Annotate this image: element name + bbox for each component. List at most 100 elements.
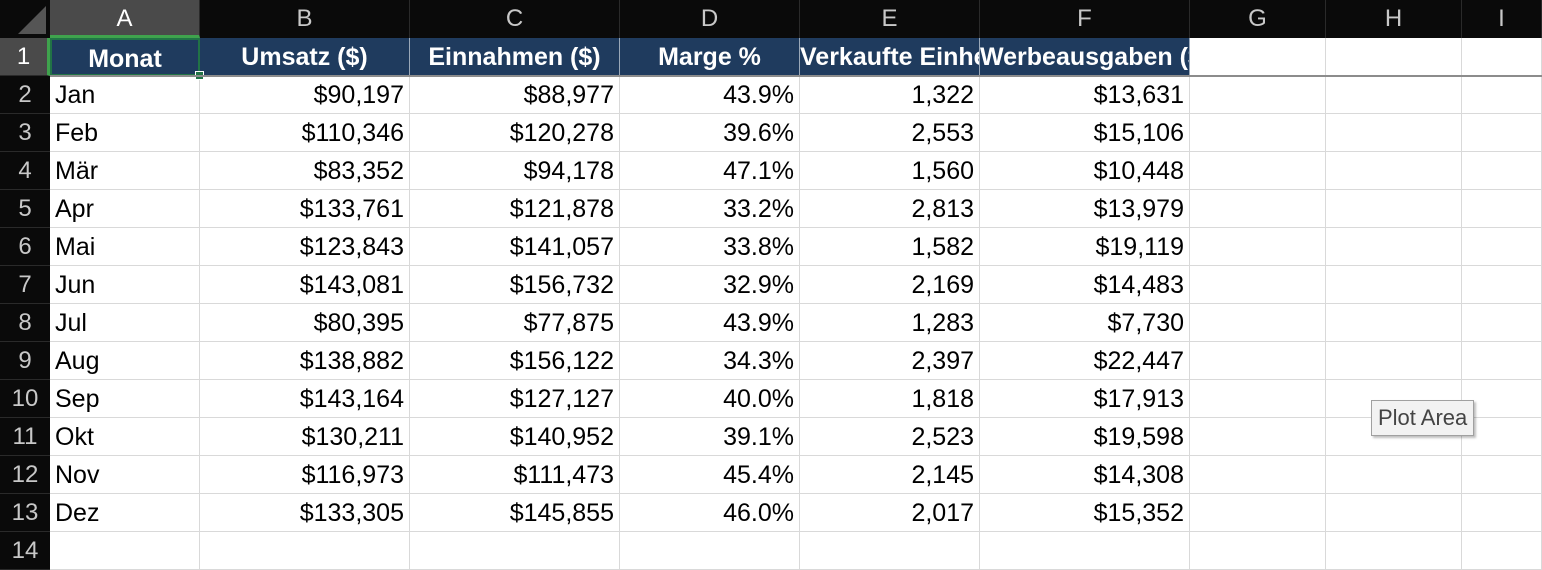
cell-e2[interactable]: 1,322 bbox=[800, 76, 980, 114]
empty-cell[interactable] bbox=[800, 532, 980, 570]
empty-cell[interactable] bbox=[1462, 152, 1542, 190]
cell-f7[interactable]: $14,483 bbox=[980, 266, 1190, 304]
cell-d2[interactable]: 43.9% bbox=[620, 76, 800, 114]
empty-cell[interactable] bbox=[1190, 532, 1326, 570]
row-header-6[interactable]: 6 bbox=[0, 228, 50, 266]
cell-f3[interactable]: $15,106 bbox=[980, 114, 1190, 152]
cell-e6[interactable]: 1,582 bbox=[800, 228, 980, 266]
empty-cell[interactable] bbox=[1462, 76, 1542, 114]
row-header-11[interactable]: 11 bbox=[0, 418, 50, 456]
empty-cell[interactable] bbox=[1462, 266, 1542, 304]
cell-c5[interactable]: $121,878 bbox=[410, 190, 620, 228]
empty-cell[interactable] bbox=[1326, 266, 1462, 304]
cell-e7[interactable]: 2,169 bbox=[800, 266, 980, 304]
empty-cell[interactable] bbox=[1326, 494, 1462, 532]
empty-cell[interactable] bbox=[1326, 418, 1462, 456]
cell-c6[interactable]: $141,057 bbox=[410, 228, 620, 266]
cell-f10[interactable]: $17,913 bbox=[980, 380, 1190, 418]
cell-a7[interactable]: Jun bbox=[50, 266, 200, 304]
cell-e5[interactable]: 2,813 bbox=[800, 190, 980, 228]
cell-b8[interactable]: $80,395 bbox=[200, 304, 410, 342]
cell-f4[interactable]: $10,448 bbox=[980, 152, 1190, 190]
empty-cell[interactable] bbox=[1190, 494, 1326, 532]
cell-d7[interactable]: 32.9% bbox=[620, 266, 800, 304]
cell-b11[interactable]: $130,211 bbox=[200, 418, 410, 456]
cell-b5[interactable]: $133,761 bbox=[200, 190, 410, 228]
header-cell-c[interactable]: Einnahmen ($) bbox=[410, 38, 620, 76]
empty-cell[interactable] bbox=[1462, 456, 1542, 494]
row-header-13[interactable]: 13 bbox=[0, 494, 50, 532]
empty-cell[interactable] bbox=[1190, 38, 1326, 76]
empty-cell[interactable] bbox=[1190, 418, 1326, 456]
empty-cell[interactable] bbox=[620, 532, 800, 570]
cell-a8[interactable]: Jul bbox=[50, 304, 200, 342]
cell-a3[interactable]: Feb bbox=[50, 114, 200, 152]
column-header-c[interactable]: C bbox=[410, 0, 620, 38]
empty-cell[interactable] bbox=[1190, 304, 1326, 342]
empty-cell[interactable] bbox=[1190, 76, 1326, 114]
cell-b2[interactable]: $90,197 bbox=[200, 76, 410, 114]
cell-e8[interactable]: 1,283 bbox=[800, 304, 980, 342]
empty-cell[interactable] bbox=[50, 532, 200, 570]
cell-d4[interactable]: 47.1% bbox=[620, 152, 800, 190]
header-cell-b[interactable]: Umsatz ($) bbox=[200, 38, 410, 76]
cell-c2[interactable]: $88,977 bbox=[410, 76, 620, 114]
cell-d3[interactable]: 39.6% bbox=[620, 114, 800, 152]
cell-f8[interactable]: $7,730 bbox=[980, 304, 1190, 342]
column-header-b[interactable]: B bbox=[200, 0, 410, 38]
empty-cell[interactable] bbox=[1190, 342, 1326, 380]
empty-cell[interactable] bbox=[1190, 266, 1326, 304]
cell-c10[interactable]: $127,127 bbox=[410, 380, 620, 418]
row-header-9[interactable]: 9 bbox=[0, 342, 50, 380]
cell-a5[interactable]: Apr bbox=[50, 190, 200, 228]
row-header-8[interactable]: 8 bbox=[0, 304, 50, 342]
cell-a11[interactable]: Okt bbox=[50, 418, 200, 456]
empty-cell[interactable] bbox=[1326, 114, 1462, 152]
cell-b7[interactable]: $143,081 bbox=[200, 266, 410, 304]
empty-cell[interactable] bbox=[1190, 456, 1326, 494]
cell-e12[interactable]: 2,145 bbox=[800, 456, 980, 494]
cell-c13[interactable]: $145,855 bbox=[410, 494, 620, 532]
empty-cell[interactable] bbox=[1326, 152, 1462, 190]
cell-a4[interactable]: Mär bbox=[50, 152, 200, 190]
empty-cell[interactable] bbox=[200, 532, 410, 570]
empty-cell[interactable] bbox=[1190, 380, 1326, 418]
row-header-1[interactable]: 1 bbox=[0, 38, 50, 76]
cell-b3[interactable]: $110,346 bbox=[200, 114, 410, 152]
row-header-10[interactable]: 10 bbox=[0, 380, 50, 418]
empty-cell[interactable] bbox=[1462, 114, 1542, 152]
empty-cell[interactable] bbox=[1462, 190, 1542, 228]
empty-cell[interactable] bbox=[980, 532, 1190, 570]
column-header-f[interactable]: F bbox=[980, 0, 1190, 38]
header-cell-f[interactable]: Werbeausgaben ($) bbox=[980, 38, 1190, 76]
cell-f2[interactable]: $13,631 bbox=[980, 76, 1190, 114]
row-header-7[interactable]: 7 bbox=[0, 266, 50, 304]
cell-a6[interactable]: Mai bbox=[50, 228, 200, 266]
empty-cell[interactable] bbox=[1190, 190, 1326, 228]
empty-cell[interactable] bbox=[1326, 190, 1462, 228]
empty-cell[interactable] bbox=[1462, 304, 1542, 342]
cell-a2[interactable]: Jan bbox=[50, 76, 200, 114]
empty-cell[interactable] bbox=[1326, 38, 1462, 76]
column-header-h[interactable]: H bbox=[1326, 0, 1462, 38]
cell-d6[interactable]: 33.8% bbox=[620, 228, 800, 266]
select-all-corner[interactable] bbox=[0, 0, 51, 38]
cell-b4[interactable]: $83,352 bbox=[200, 152, 410, 190]
row-header-12[interactable]: 12 bbox=[0, 456, 50, 494]
cell-b10[interactable]: $143,164 bbox=[200, 380, 410, 418]
cell-c8[interactable]: $77,875 bbox=[410, 304, 620, 342]
cell-f12[interactable]: $14,308 bbox=[980, 456, 1190, 494]
row-header-14[interactable]: 14 bbox=[0, 532, 50, 570]
cell-f11[interactable]: $19,598 bbox=[980, 418, 1190, 456]
empty-cell[interactable] bbox=[1326, 304, 1462, 342]
cell-e10[interactable]: 1,818 bbox=[800, 380, 980, 418]
cell-c11[interactable]: $140,952 bbox=[410, 418, 620, 456]
cell-f9[interactable]: $22,447 bbox=[980, 342, 1190, 380]
cell-f5[interactable]: $13,979 bbox=[980, 190, 1190, 228]
cell-b9[interactable]: $138,882 bbox=[200, 342, 410, 380]
column-header-d[interactable]: D bbox=[620, 0, 800, 38]
cell-c4[interactable]: $94,178 bbox=[410, 152, 620, 190]
cell-d5[interactable]: 33.2% bbox=[620, 190, 800, 228]
column-header-i[interactable]: I bbox=[1462, 0, 1542, 38]
column-header-g[interactable]: G bbox=[1190, 0, 1326, 38]
